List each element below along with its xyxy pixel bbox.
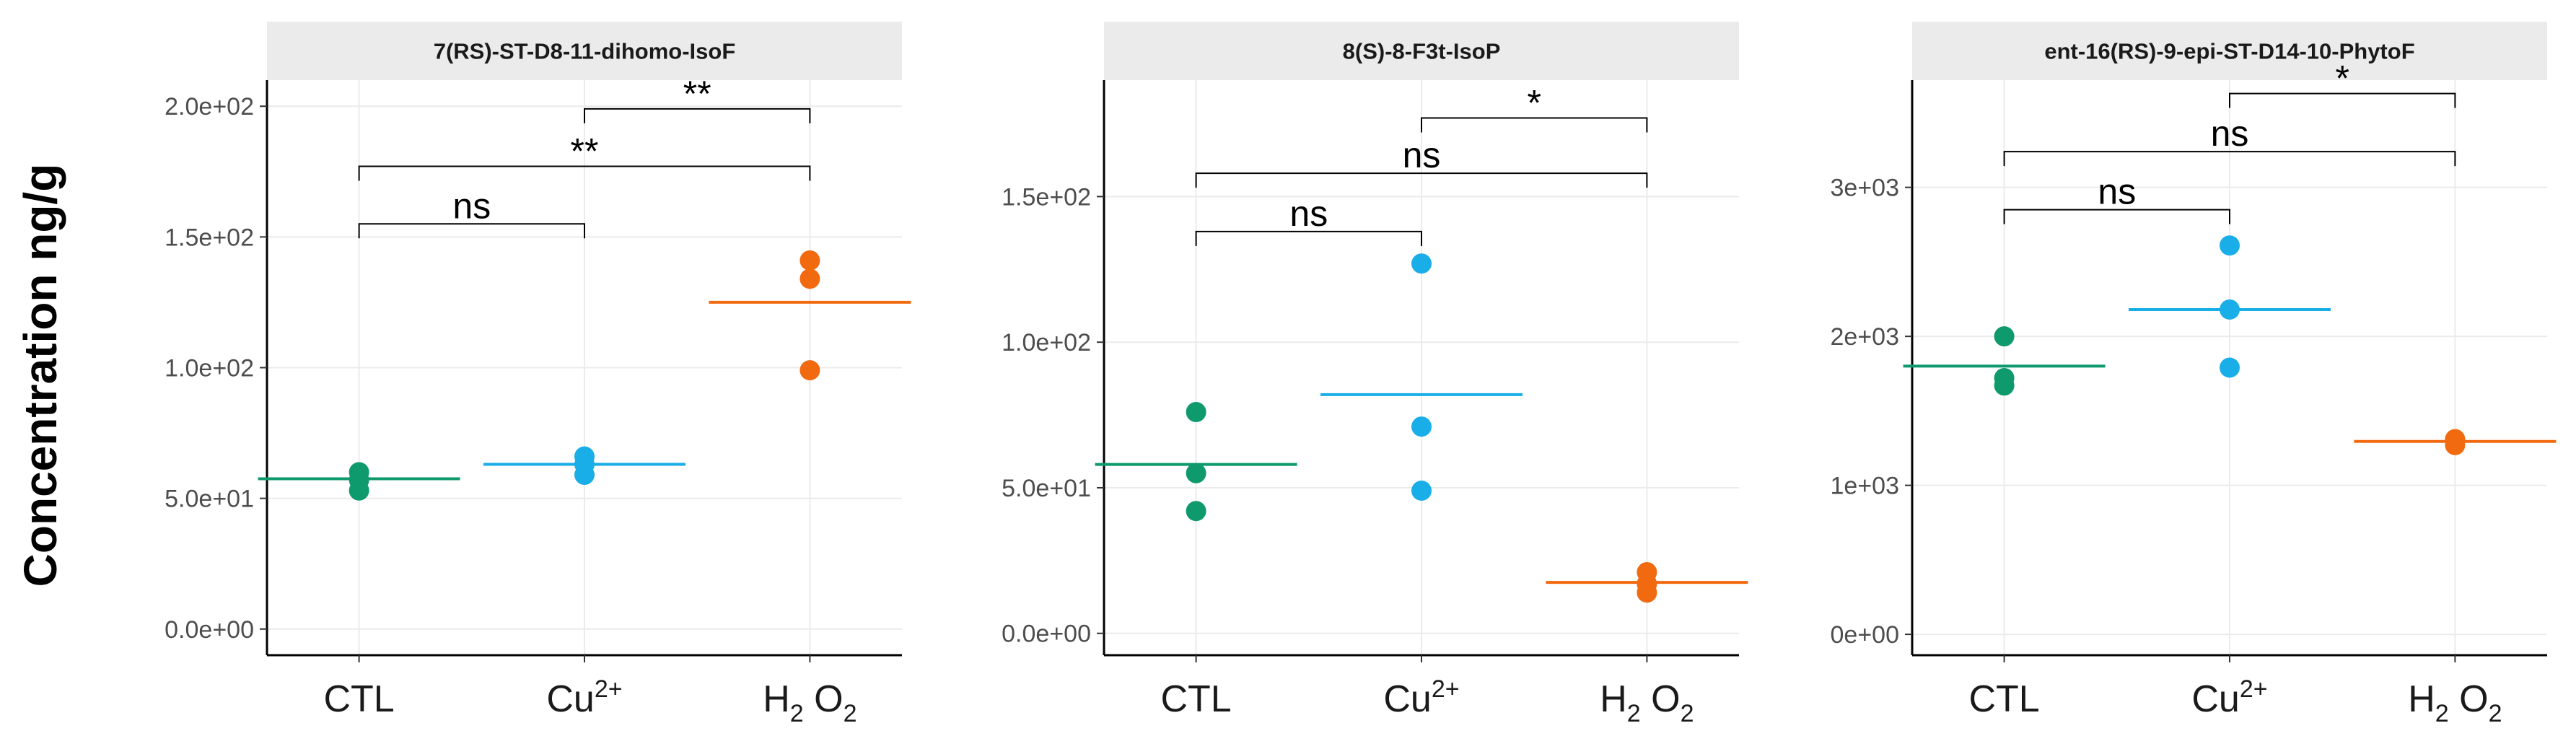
panel-1-point-1-2 (574, 446, 595, 467)
panel-3-ytick-label-3: 3e+03 (1831, 175, 1900, 202)
panel-2-point-1-2 (1411, 253, 1432, 274)
panel-1-bracket-0 (358, 223, 585, 239)
panel-3-bracket-1 (2003, 151, 2456, 167)
panel-3-point-1-0 (2220, 357, 2240, 378)
panel-1-bracket-2 (584, 108, 811, 123)
panel-3-ytick-label-1: 1e+03 (1831, 473, 1900, 500)
panel-3-ytick-label-2: 2e+03 (1831, 323, 1900, 351)
panel-2-bracket-label-0: ns (1289, 193, 1328, 234)
panel-1-ytick-label-4: 2.0e+02 (165, 93, 254, 121)
panel-1-bracket-label-0: ns (452, 185, 491, 226)
panel-2-point-0-1 (1186, 463, 1206, 483)
panel-1-xtick-label-2: H2 O2 (763, 678, 857, 727)
panel-2-ytick-label-0: 0.0e+00 (1002, 621, 1091, 648)
panel-3-xtick-label-1: Cu2+ (2191, 675, 2267, 720)
panel-2-xtick-label-1: Cu2+ (1383, 675, 1459, 720)
panel-2-ytick-label-2: 1.0e+02 (1002, 329, 1091, 356)
panel-1-bracket-label-1: ** (571, 131, 599, 172)
panel-2-bracket-0 (1195, 230, 1422, 246)
panel-3-point-0-1 (1994, 367, 2015, 388)
y-axis-label: Concentration ng/g (14, 164, 66, 587)
panel-3-title: ent-16(RS)-9-epi-ST-D14-10-PhytoF (2044, 39, 2414, 64)
panel-3-bracket-label-2: * (2335, 58, 2349, 99)
panel-1-xtick-label-0: CTL (323, 678, 394, 720)
panel-2-bracket-label-1: ns (1403, 135, 1441, 175)
panel-2-xtick-label-2: H2 O2 (1600, 678, 1694, 727)
panel-1-point-2-1 (799, 268, 820, 289)
panel-2-strip (1104, 22, 1739, 80)
panel-1-point-2-2 (799, 250, 820, 271)
panel-3-strip (1912, 22, 2547, 80)
panel-1-bracket-1 (358, 165, 811, 181)
panel-2-point-1-0 (1411, 480, 1432, 501)
panel-3-point-0-2 (1994, 326, 2015, 347)
panel-2-ytick-label-3: 1.5e+02 (1002, 183, 1091, 211)
panel-1-ytick-label-0: 0.0e+00 (165, 616, 254, 644)
panel-2-point-0-0 (1186, 501, 1206, 522)
panel-2-title: 8(S)-8-F3t-IsoP (1343, 39, 1501, 64)
panel-1-point-2-0 (799, 360, 820, 381)
panel-3-bracket-0 (2003, 209, 2230, 224)
panel-3-ytick-label-0: 0e+00 (1831, 621, 1900, 649)
panel-1-bracket-label-2: ** (683, 74, 711, 114)
panel-3-point-1-1 (2220, 299, 2240, 320)
panel-2-xtick-label-0: CTL (1160, 678, 1231, 720)
panel-2-point-0-2 (1186, 402, 1206, 423)
panel-2-bracket-label-2: * (1527, 82, 1541, 123)
panel-3-bracket-label-1: ns (2211, 113, 2249, 154)
panel-1-title: 7(RS)-ST-D8-11-dihomo-IsoF (434, 39, 736, 64)
panel-3-xtick-label-2: H2 O2 (2408, 678, 2502, 727)
panel-2-bracket-2 (1421, 117, 1648, 133)
panel-1-ytick-label-2: 1.0e+02 (165, 355, 254, 382)
panel-1-point-0-2 (349, 462, 369, 483)
panel-3-point-1-2 (2220, 235, 2240, 256)
panel-1-ytick-label-3: 1.5e+02 (165, 224, 254, 251)
panel-1-ytick-label-1: 5.0e+01 (165, 486, 254, 513)
panel-3-point-2-2 (2445, 429, 2466, 450)
panel-2-ytick-label-1: 5.0e+01 (1002, 475, 1091, 502)
panel-2-point-1-1 (1411, 416, 1432, 437)
panel-3-bracket-label-0: ns (2098, 172, 2136, 212)
panel-3-bracket-2 (2229, 92, 2456, 108)
panel-2-bracket-1 (1195, 172, 1648, 188)
panel-1-xtick-label-1: Cu2+ (546, 675, 622, 720)
panel-3-xtick-label-0: CTL (1968, 678, 2039, 720)
panel-2-point-2-2 (1637, 561, 1657, 582)
panel-1-strip (267, 22, 902, 80)
